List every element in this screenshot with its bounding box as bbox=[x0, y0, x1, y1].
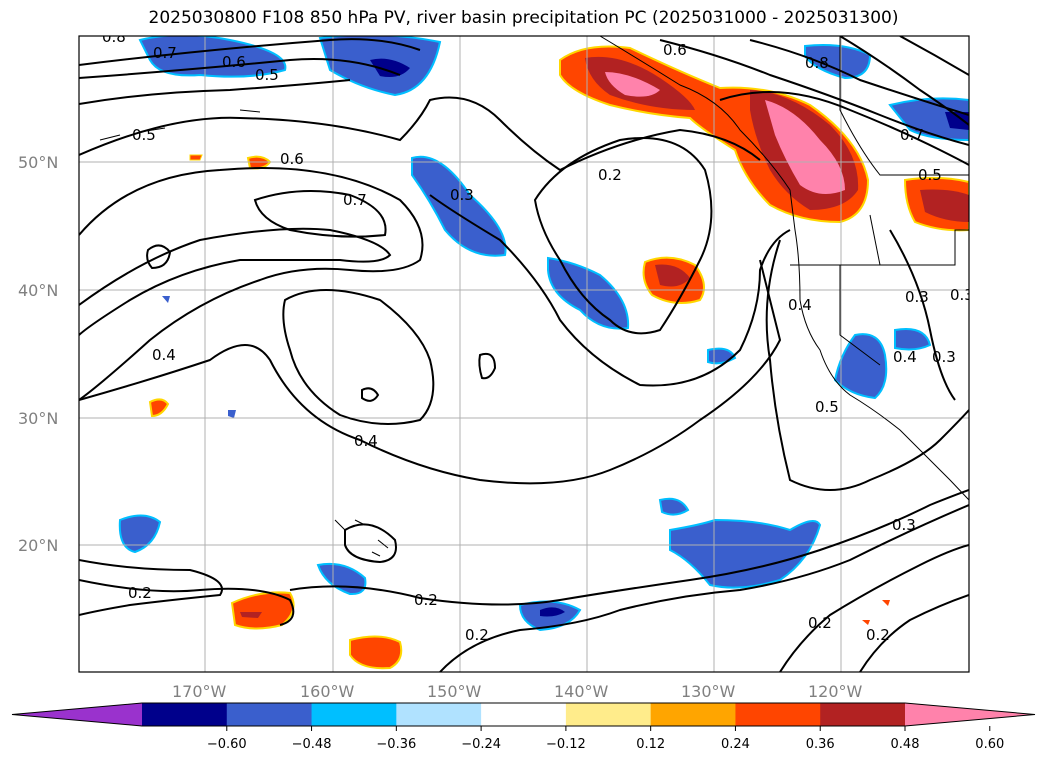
map-title: 2025030800 F108 850 hPa PV, river basin … bbox=[148, 8, 899, 28]
contour-label: 0.3 bbox=[905, 288, 929, 306]
contour-label: 0.4 bbox=[152, 346, 176, 364]
contour-labels: 0.8 0.7 0.6 0.5 0.5 0.6 0.7 0.3 0.2 0.6 … bbox=[102, 28, 974, 644]
colorbar-tick-label: 0.12 bbox=[636, 737, 665, 752]
lat-label-30n: 30°N bbox=[18, 409, 58, 428]
colorbar-segment bbox=[650, 703, 736, 726]
contour-label: 0.4 bbox=[788, 296, 812, 314]
colorbar: −0.60 −0.48 −0.36 −0.24 −0.12 0.12 0.24 0.36 0.4… bbox=[11, 702, 1036, 752]
colorbar-segment bbox=[735, 703, 821, 726]
latitude-labels: 50°N 40°N 30°N 20°N bbox=[18, 153, 58, 555]
map-frame bbox=[78, 35, 970, 673]
contour-label: 0.6 bbox=[222, 53, 246, 71]
coastlines bbox=[99, 36, 969, 557]
contour-label: 0.2 bbox=[866, 626, 890, 644]
lon-label-130w: 130°W bbox=[681, 682, 736, 701]
colorbar-tick-label: −0.36 bbox=[376, 737, 416, 752]
colorbar-segment bbox=[226, 703, 313, 726]
lon-label-120w: 120°W bbox=[808, 682, 863, 701]
contour-label: 0.8 bbox=[102, 28, 126, 46]
colorbar-tick-label: 0.36 bbox=[806, 737, 835, 752]
longitude-labels: 170°W 160°W 150°W 140°W 130°W 120°W bbox=[172, 682, 863, 701]
contour-label: 0.5 bbox=[815, 398, 839, 416]
contour-label: 0.2 bbox=[128, 584, 152, 602]
colorbar-segment bbox=[396, 703, 482, 726]
contour-label: 0.7 bbox=[900, 126, 924, 144]
contour-label: 0.2 bbox=[414, 591, 438, 609]
colorbar-tick-label: −0.24 bbox=[461, 737, 501, 752]
contour-label: 0.4 bbox=[893, 348, 917, 366]
pv-contours bbox=[79, 36, 969, 672]
contour-label: 0.6 bbox=[663, 41, 687, 59]
colorbar-tick-label: −0.12 bbox=[546, 737, 586, 752]
colorbar-extend-min bbox=[12, 703, 142, 726]
lat-label-50n: 50°N bbox=[18, 153, 58, 172]
colorbar-segment bbox=[481, 703, 567, 726]
contour-label: 0.2 bbox=[465, 626, 489, 644]
lon-label-150w: 150°W bbox=[427, 682, 482, 701]
gridlines bbox=[79, 36, 969, 672]
colorbar-tick-label: 0.60 bbox=[975, 737, 1004, 752]
contour-label: 0.2 bbox=[808, 614, 832, 632]
colorbar-segment bbox=[820, 703, 906, 726]
contour-label: 0.3 bbox=[450, 186, 474, 204]
contour-label: 0.3 bbox=[950, 286, 974, 304]
contour-label: 0.5 bbox=[918, 166, 942, 184]
colorbar-segment bbox=[565, 703, 652, 726]
contour-label: 0.8 bbox=[805, 54, 829, 72]
lat-label-40n: 40°N bbox=[18, 281, 58, 300]
contour-label: 0.5 bbox=[132, 126, 156, 144]
contour-label: 0.7 bbox=[343, 191, 367, 209]
contour-label: 0.2 bbox=[598, 166, 622, 184]
colorbar-segment bbox=[142, 703, 228, 726]
lat-label-20n: 20°N bbox=[18, 536, 58, 555]
contour-label: 0.5 bbox=[255, 66, 279, 84]
colorbar-segment bbox=[311, 703, 397, 726]
contour-label: 0.3 bbox=[892, 516, 916, 534]
contour-label: 0.7 bbox=[153, 44, 177, 62]
contour-label: 0.6 bbox=[280, 150, 304, 168]
contour-label: 0.4 bbox=[354, 432, 378, 450]
colorbar-tick-label: −0.60 bbox=[207, 737, 247, 752]
colorbar-extend-max bbox=[905, 703, 1035, 726]
map-panel: 0.8 0.7 0.6 0.5 0.5 0.6 0.7 0.3 0.2 0.6 … bbox=[79, 28, 974, 672]
lon-label-160w: 160°W bbox=[300, 682, 355, 701]
contour-label: 0.3 bbox=[932, 348, 956, 366]
colorbar-outline bbox=[11, 702, 1036, 727]
colorbar-tick-label: 0.24 bbox=[721, 737, 750, 752]
colorbar-tick-label: 0.48 bbox=[891, 737, 920, 752]
lon-label-170w: 170°W bbox=[172, 682, 227, 701]
colorbar-tick-label: −0.48 bbox=[292, 737, 332, 752]
lon-label-140w: 140°W bbox=[554, 682, 609, 701]
